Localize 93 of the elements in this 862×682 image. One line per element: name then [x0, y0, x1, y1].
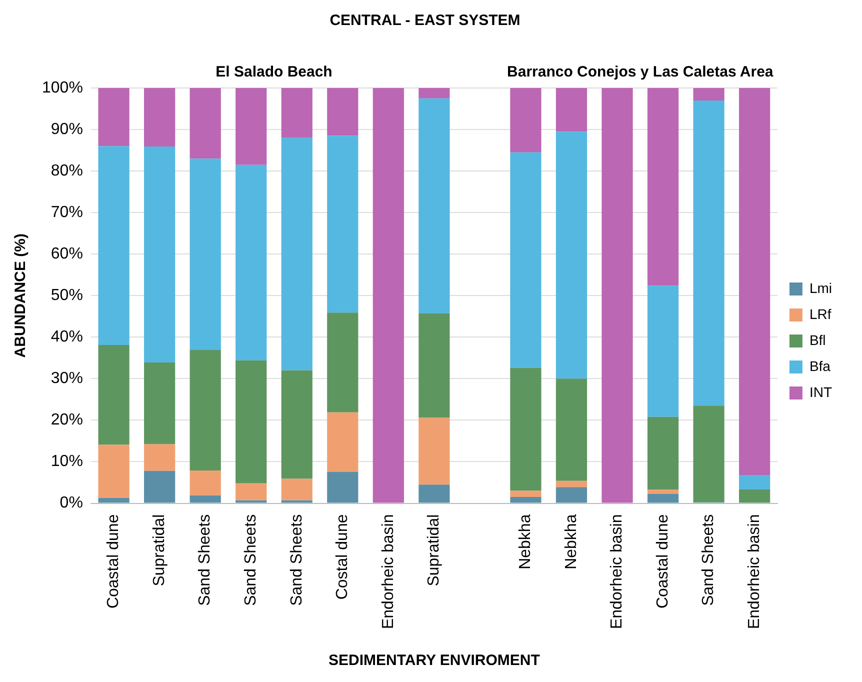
bar	[510, 88, 542, 152]
bar	[327, 312, 358, 412]
bar	[281, 478, 312, 500]
bar	[647, 416, 679, 490]
y-tick-label: 20%	[50, 412, 83, 429]
bar	[236, 500, 267, 503]
x-tick-label: Sand Sheets	[288, 514, 306, 606]
text: Barranco Conejos y Las Caletas Area	[507, 64, 774, 81]
x-tick-label: Supratidal	[150, 514, 168, 586]
y-tick-label: 80%	[50, 162, 83, 180]
bar	[98, 444, 130, 498]
legend-label: Bfl	[809, 332, 826, 348]
bar	[418, 484, 450, 503]
bar	[190, 350, 221, 470]
bar	[693, 100, 724, 406]
bar	[144, 470, 176, 503]
bar	[190, 495, 221, 503]
x-tick-label: Costal dune	[334, 514, 352, 600]
bar	[647, 490, 679, 494]
bar	[98, 146, 130, 346]
x-axis-title: SEDIMENTARY ENVIROMENT	[328, 652, 540, 670]
x-tick-label: Sand Sheets	[700, 514, 718, 606]
bar	[510, 152, 542, 368]
bar	[738, 475, 770, 490]
y-tick-label: 10%	[50, 453, 83, 470]
x-tick-label: Sand Sheets	[242, 514, 260, 606]
y-tick-label: 70%	[50, 204, 83, 221]
bar	[144, 362, 176, 444]
bar	[144, 88, 176, 147]
x-tick-label: Nebkha	[562, 514, 580, 570]
x-tick-label: Endorheic basin	[380, 514, 397, 630]
legend-label: Bfa	[809, 358, 831, 374]
bar	[372, 88, 404, 503]
bar	[327, 136, 358, 313]
bar	[281, 138, 312, 370]
bar	[281, 370, 312, 479]
bar	[281, 88, 312, 138]
bar	[647, 286, 679, 417]
bar	[236, 164, 267, 360]
text: El Salado Beach	[216, 64, 332, 81]
bar	[738, 88, 770, 476]
bar	[738, 490, 770, 503]
y-tick-label: 90%	[50, 120, 83, 138]
bar	[327, 412, 358, 472]
x-tick-label: Endorheic basin	[608, 514, 626, 630]
bar	[693, 406, 724, 502]
chart-title: CENTRAL - EAST SYSTEM	[330, 12, 520, 30]
legend-label: LRf	[809, 306, 832, 322]
y-tick-label: 0%	[60, 494, 83, 512]
bar	[418, 418, 450, 485]
bar	[98, 345, 130, 445]
x-tick-label: Coastal dune	[654, 514, 672, 609]
bar	[510, 368, 542, 491]
bar	[602, 88, 633, 503]
bar	[98, 88, 130, 146]
bar	[647, 494, 679, 503]
bar	[190, 158, 221, 350]
bar	[556, 132, 588, 379]
bar	[510, 497, 542, 503]
bar	[327, 472, 358, 503]
bar	[190, 470, 221, 496]
bar	[327, 88, 358, 136]
y-tick-label: 100%	[42, 79, 83, 96]
bar	[647, 88, 679, 286]
bar	[693, 88, 724, 100]
bar	[418, 313, 450, 418]
bar	[418, 88, 450, 98]
bar	[281, 500, 312, 503]
bar	[236, 483, 267, 500]
x-tick-label: Endorheic basin	[746, 514, 763, 630]
bar	[556, 480, 588, 488]
bar	[556, 378, 588, 481]
legend-label: INT	[809, 384, 832, 400]
y-tick-label: 60%	[50, 246, 83, 263]
bar	[98, 498, 130, 503]
bar	[418, 98, 450, 314]
y-tick-label: 40%	[50, 328, 83, 346]
legend-label: Lmi	[809, 280, 832, 296]
bar	[556, 88, 588, 132]
bar	[144, 444, 176, 471]
bar	[236, 360, 267, 484]
bar	[190, 88, 221, 159]
y-axis-title: ABUNDANCE (%)	[12, 234, 30, 358]
bar	[236, 88, 267, 165]
bar	[556, 487, 588, 503]
y-tick-label: 30%	[50, 370, 83, 388]
bar	[510, 490, 542, 498]
x-tick-label: Nebkha	[517, 514, 534, 570]
x-tick-label: Sand Sheets	[196, 514, 214, 606]
x-tick-label: Supratidal	[426, 514, 443, 586]
bar	[144, 146, 176, 362]
x-tick-label: Coastal dune	[105, 514, 122, 609]
y-tick-label: 50%	[50, 287, 83, 304]
